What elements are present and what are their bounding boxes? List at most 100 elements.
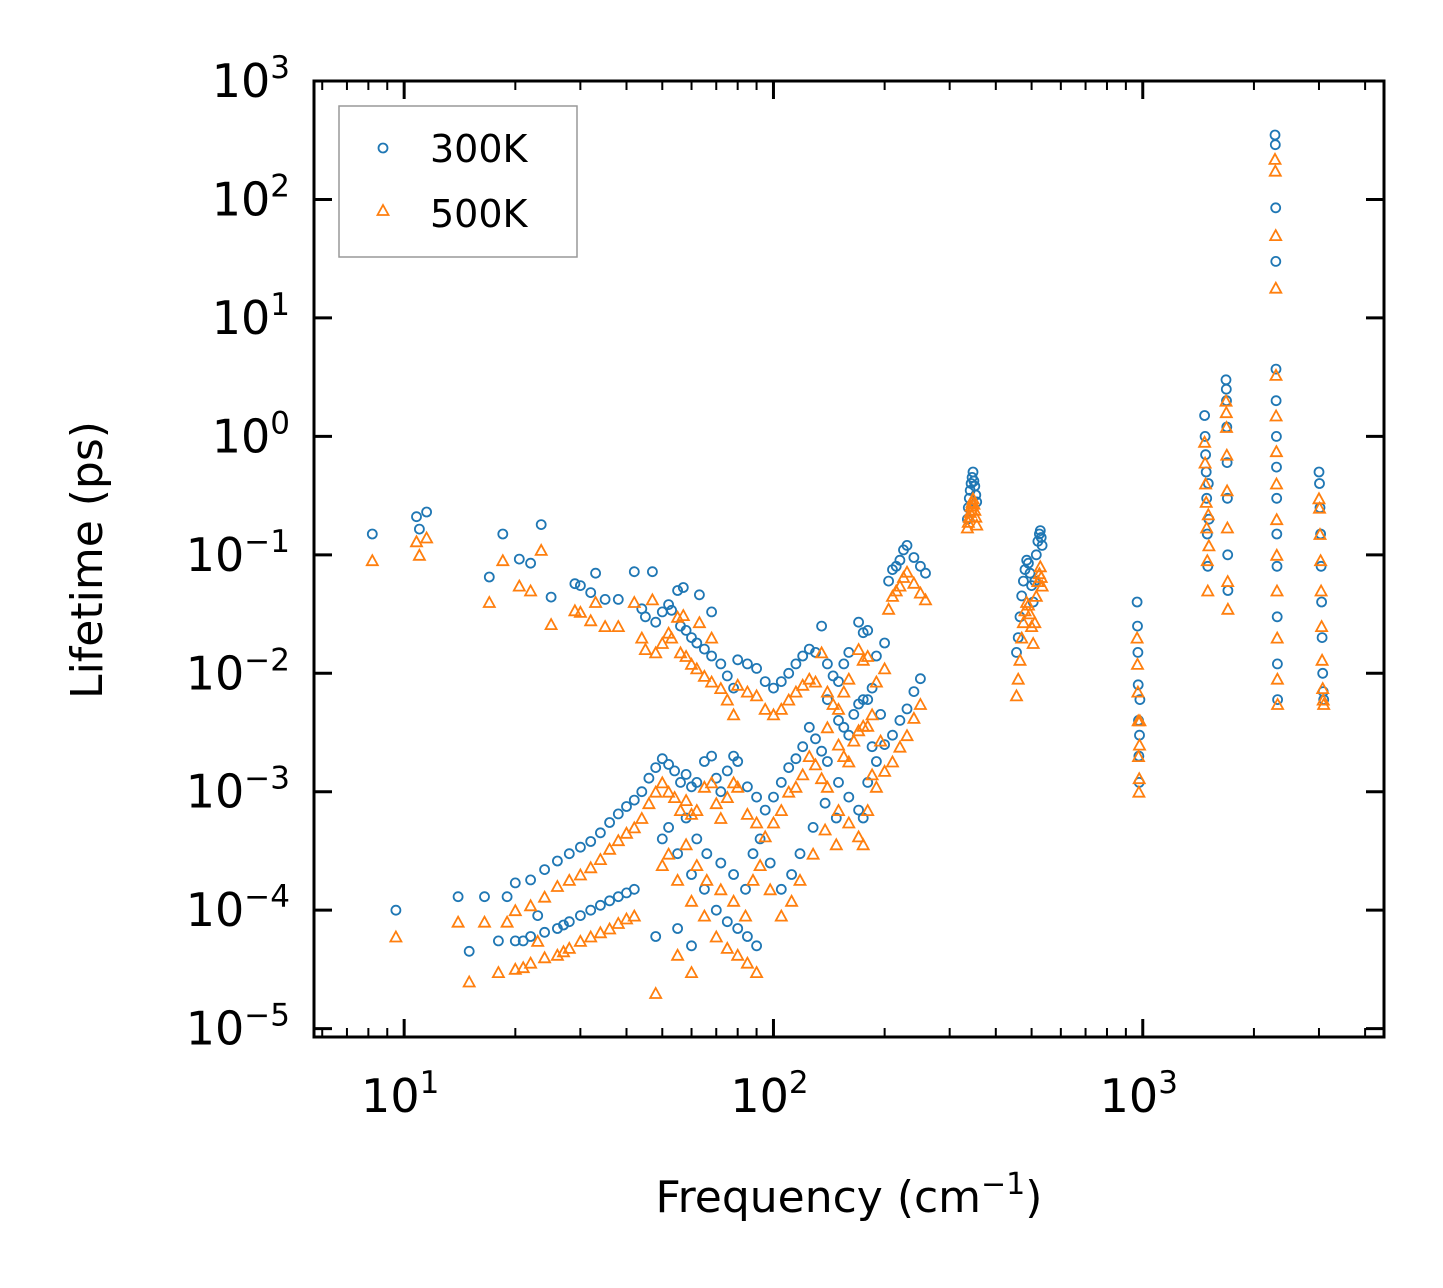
data-point-500k [537,889,552,903]
data-point-500k [684,657,699,670]
data-point-300k [1131,596,1143,608]
data-point-300k [612,808,624,820]
data-point-500k [544,617,559,630]
data-point-300k [848,709,860,720]
data-point-500k [869,779,884,793]
data-point-300k [366,528,378,540]
data-point-300k [775,883,787,895]
data-point-500k [634,630,649,644]
data-point-500k [1270,671,1285,685]
data-point-500k [583,929,598,943]
data-point-500k [409,534,424,548]
data-point-500k [573,934,588,947]
data-point-500k [412,547,427,561]
data-point-500k [530,934,545,947]
data-point-300k [706,750,717,762]
data-point-500k [523,583,538,597]
data-point-500k [1200,583,1215,597]
data-point-500k [512,578,527,592]
data-point-300k [421,506,433,518]
data-point-500k [851,642,866,655]
data-point-300k [621,801,632,812]
data-point-300k [706,650,717,662]
data-point-500k [661,784,676,798]
data-point-300k [866,741,878,753]
data-point-300k [915,673,926,685]
data-point-500k [1200,553,1215,567]
data-point-300k [754,833,766,845]
data-point-500k [788,779,803,793]
data-point-300k [1314,478,1325,489]
data-point-300k [759,804,771,816]
data-point-500k [583,860,598,874]
data-point-300k [803,721,815,733]
data-point-500k [697,669,712,682]
data-point-300k [663,599,674,610]
y-tick-label: 10−5 [186,998,290,1056]
data-point-500k [1131,749,1146,762]
legend-marker-300k [377,142,389,154]
data-point-500k [841,671,856,685]
data-point-500k [806,846,821,860]
data-point-300k [1199,430,1211,442]
data-point-500k [774,803,789,816]
data-point-300k [887,729,898,741]
data-point-300k [680,625,692,636]
data-point-500k [588,595,603,608]
data-point-300k [1316,632,1328,643]
data-point-300k [628,566,640,578]
data-point-300k [875,709,886,720]
data-point-300k [706,606,717,618]
legend-marker-500k [375,203,391,216]
data-point-500k [419,530,434,544]
data-point-500k [704,674,719,688]
data-point-300k [908,552,920,563]
data-point-500k [758,702,773,715]
y-tick-label: 100 [212,405,290,463]
data-point-500k [795,767,810,781]
data-point-300k [901,703,913,715]
data-point-300k [699,643,710,655]
y-tick-label: 10−2 [186,642,290,700]
data-point-500k [1269,444,1284,458]
data-point-300k [628,794,640,806]
data-point-500k [641,796,656,810]
data-point-500k [829,837,844,851]
data-point-300k [558,919,569,931]
data-point-500k [774,908,789,922]
data-point-500k [627,595,642,608]
data-point-500k [730,947,745,961]
data-point-300k [768,682,779,694]
data-point-300k [1271,611,1283,623]
data-point-300k [686,632,697,643]
data-point-500k [655,858,670,871]
data-point-300k [830,812,842,824]
data-point-500k [856,652,871,666]
data-point-500k [523,955,538,969]
data-point-500k [648,986,663,999]
data-point-300k [585,587,597,598]
data-point-500k [534,543,549,556]
data-point-500k [814,645,829,659]
data-point-500k [966,496,981,510]
data-point-300k [585,904,597,916]
data-point-500k [899,728,915,742]
data-point-300k [1222,549,1234,561]
data-point-500k [664,630,679,644]
data-point-500k [689,661,704,675]
data-point-300k [656,833,668,845]
data-point-500k [508,903,523,917]
data-point-500k [856,837,871,851]
data-point-300k [783,762,795,773]
data-point-300k [843,647,855,658]
legend-label-300k: 300K [430,127,529,171]
data-point-300k [680,769,692,780]
data-point-300k [479,891,490,903]
data-point-300k [1270,202,1282,214]
y-tick-label: 102 [212,169,290,227]
data-point-500k [611,619,626,632]
data-point-300k [742,931,753,942]
data-point-500k [670,873,685,886]
data-point-300k [663,759,674,770]
data-point-300k [1315,560,1327,572]
